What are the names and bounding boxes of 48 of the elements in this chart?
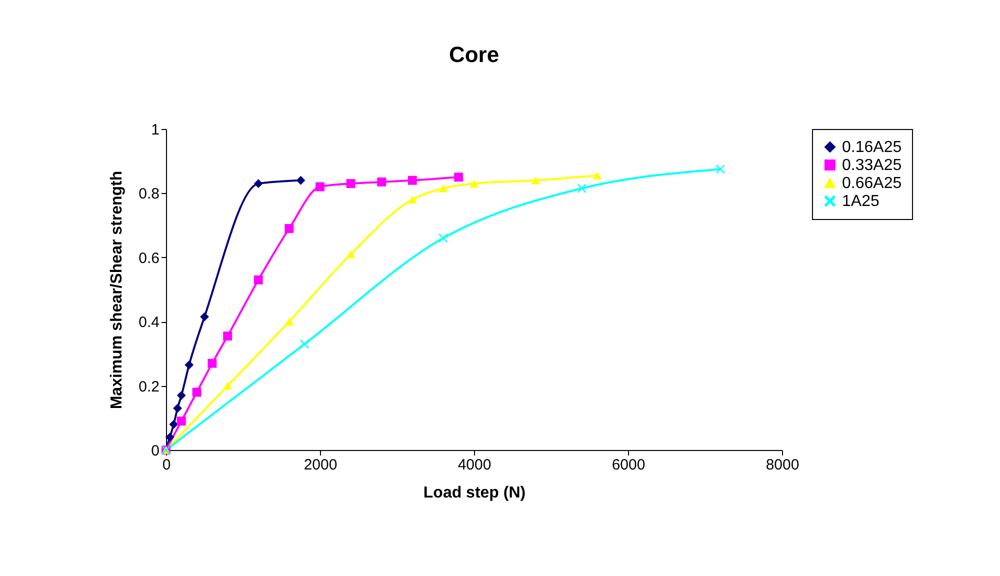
point (165, 432, 174, 442)
chart-title: Core (448, 42, 500, 67)
legend-label: 0.33A25 (842, 157, 902, 174)
point (577, 184, 586, 193)
point (296, 176, 306, 185)
y-tick-label: 0.6 (138, 250, 160, 267)
point (531, 176, 540, 184)
y-tick-label: 1 (151, 122, 160, 138)
legend-label: 0.16A25 (842, 139, 902, 156)
point (716, 164, 725, 174)
y-tick-label: 0.8 (138, 186, 160, 203)
y-tick-label: 0.2 (138, 378, 160, 396)
point (176, 416, 186, 426)
point (284, 318, 294, 326)
point (173, 404, 182, 413)
point (346, 179, 356, 188)
x-tick-label: 6000 (612, 456, 646, 474)
point (346, 250, 356, 258)
point (223, 332, 232, 341)
point (300, 340, 310, 349)
point (254, 275, 263, 284)
point (438, 184, 448, 192)
point (254, 179, 263, 188)
point (192, 388, 202, 397)
x-tick-label: 0 (162, 456, 171, 474)
y-tick-label: 0.4 (138, 314, 160, 332)
y-tick-label: 0 (151, 442, 160, 460)
legend-label: 1A25 (842, 193, 880, 210)
point (223, 382, 232, 390)
point (592, 172, 602, 180)
point (408, 176, 417, 185)
point (454, 172, 464, 182)
legend-label: 0.66A25 (842, 175, 902, 192)
point (176, 390, 186, 400)
x-tick-label: 4000 (458, 456, 492, 474)
x-axis-title: Load step (N) (423, 484, 526, 502)
point (284, 224, 294, 233)
point (377, 177, 386, 186)
point (200, 312, 209, 322)
x-tick-label: 8000 (766, 456, 800, 474)
point (470, 180, 478, 188)
x-tick-label: 2000 (304, 456, 338, 474)
point (208, 358, 217, 368)
point (438, 234, 448, 243)
point (316, 182, 324, 192)
y-axis-title: Maximum shear/Shear strength (108, 170, 126, 410)
point (184, 360, 194, 370)
point (408, 196, 417, 204)
